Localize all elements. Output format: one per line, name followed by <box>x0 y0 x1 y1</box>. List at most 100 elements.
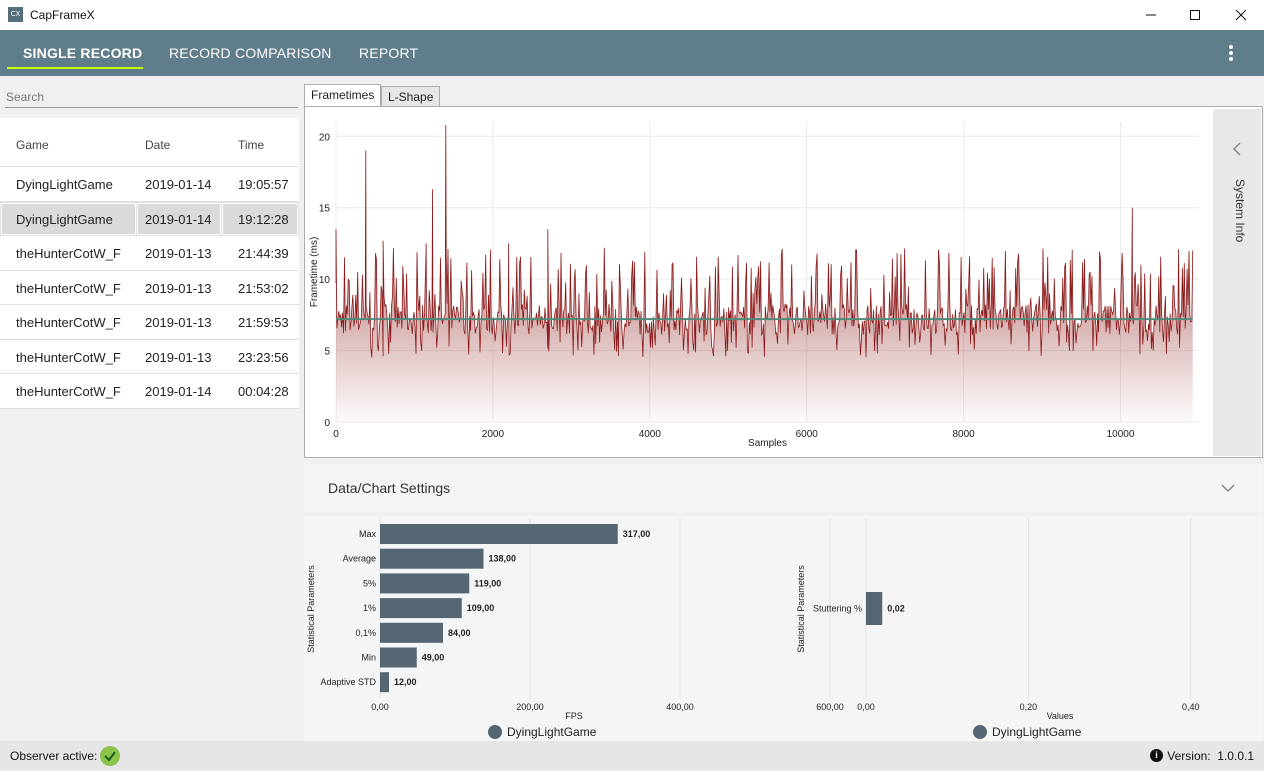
cell-game: theHunterCotW_F <box>16 280 121 296</box>
column-header-time[interactable]: Time <box>238 138 265 152</box>
main-nav: SINGLE RECORD RECORD COMPARISON REPORT <box>0 30 1264 76</box>
minimize-button[interactable] <box>1128 0 1174 30</box>
value-label: 138,00 <box>489 554 517 564</box>
y-axis-label: Frametime (ms) <box>309 237 320 308</box>
x-tick-label: 8000 <box>953 429 976 440</box>
search-input[interactable] <box>5 86 298 108</box>
stat1-x-axis-label: FPS <box>565 711 583 721</box>
chevron-down-icon[interactable] <box>1220 480 1236 496</box>
table-header: Game Date Time <box>0 118 299 167</box>
maximize-icon <box>1190 10 1200 20</box>
cell-time: 19:05:57 <box>238 177 289 192</box>
x-tick-label: 0,00 <box>857 702 875 712</box>
table-row[interactable]: theHunterCotW_F 2019-01-13 21:44:39 <box>0 236 299 271</box>
x-tick-label: 6000 <box>796 429 819 440</box>
x-tick-label: 400,00 <box>666 702 694 712</box>
y-tick-label: 10 <box>319 275 331 286</box>
column-header-date[interactable]: Date <box>145 138 171 152</box>
active-tab-indicator <box>7 67 143 69</box>
stat-bar <box>380 524 618 544</box>
frametime-chart: 0 2000 4000 6000 8000 10000 0 5 10 15 20 Samples F… <box>309 122 1199 449</box>
cell-time: 23:23:56 <box>238 349 289 365</box>
y-tick-label: 5 <box>324 347 330 358</box>
cell-game: theHunterCotW_F <box>16 384 121 399</box>
value-label: 49,00 <box>422 653 445 663</box>
x-tick-label: 10000 <box>1107 429 1135 440</box>
category-label: Average <box>343 554 376 564</box>
frametime-area <box>336 124 1193 423</box>
stat-bar <box>380 548 484 569</box>
info-icon[interactable]: i <box>1150 749 1163 762</box>
value-label: 317,00 <box>623 529 651 539</box>
x-tick-label: 200,00 <box>516 702 544 712</box>
stat-bar <box>866 592 883 625</box>
y-tick-label: 20 <box>319 132 331 143</box>
table-row[interactable]: theHunterCotW_F 2019-01-14 00:04:28 <box>0 374 299 409</box>
tab-report[interactable]: REPORT <box>359 45 419 61</box>
check-icon <box>100 746 120 766</box>
cell-time: 19:12:28 <box>238 211 289 227</box>
category-label: Min <box>361 653 376 663</box>
stat-bar <box>380 598 462 619</box>
window-title: CapFrameX <box>30 8 95 22</box>
cell-date: 2019-01-13 <box>145 315 212 330</box>
statistics-charts: 0,00 200,00 400,00 600,00 Max 317,00 Average 13… <box>306 518 1200 739</box>
legend-marker <box>488 725 502 739</box>
value-label: 0,02 <box>887 604 905 614</box>
table-row[interactable]: theHunterCotW_F 2019-01-13 23:23:56 <box>0 339 299 374</box>
chevron-left-icon[interactable] <box>1213 129 1261 169</box>
tab-frametimes[interactable]: Frametimes <box>304 84 382 107</box>
title-bar: CX CapFrameX <box>0 0 1264 30</box>
cell-game: theHunterCotW_F <box>16 349 121 365</box>
system-info-panel[interactable]: System Info <box>1213 109 1261 456</box>
category-label: 5% <box>363 578 376 588</box>
statistics-area: 0,00 200,00 400,00 600,00 Max 317,00 Average 13… <box>304 516 1263 741</box>
records-table: Game Date Time DyingLightGame 2019-01-14… <box>0 118 299 409</box>
category-label: Stuttering % <box>813 604 862 614</box>
data-chart-settings-header[interactable]: Data/Chart Settings <box>304 464 1263 512</box>
maximize-button[interactable] <box>1172 0 1218 30</box>
cell-time: 21:44:39 <box>238 246 289 261</box>
tab-record-comparison[interactable]: RECORD COMPARISON <box>169 45 332 61</box>
close-button[interactable] <box>1218 0 1264 30</box>
cell-date: 2019-01-14 <box>145 211 212 227</box>
y-tick-label: 15 <box>319 204 331 215</box>
x-tick-label: 2000 <box>482 429 505 440</box>
stat-bar <box>380 622 443 643</box>
tab-single-record[interactable]: SINGLE RECORD <box>23 45 143 61</box>
category-label: 1% <box>363 603 376 613</box>
stat2-y-axis-label: Statistical Parameters <box>796 565 806 653</box>
system-info-label: System Info <box>1233 179 1247 243</box>
x-tick-label: 0 <box>333 429 339 440</box>
cell-date: 2019-01-13 <box>145 280 212 296</box>
close-icon <box>1235 9 1247 21</box>
cell-time: 21:59:53 <box>238 315 289 330</box>
tab-l-shape[interactable]: L-Shape <box>381 86 441 107</box>
stat1-y-axis-label: Statistical Parameters <box>306 565 316 653</box>
settings-title: Data/Chart Settings <box>328 480 451 496</box>
table-row-selected[interactable]: DyingLightGame 2019-01-14 19:12:28 <box>0 201 299 236</box>
table-row[interactable]: theHunterCotW_F 2019-01-13 21:59:53 <box>0 305 299 340</box>
cell-date: 2019-01-13 <box>145 349 212 365</box>
value-label: 84,00 <box>448 628 471 638</box>
cell-date: 2019-01-14 <box>145 177 212 192</box>
stat1-legend-label: DyingLightGame <box>507 725 597 739</box>
more-options-icon[interactable] <box>1222 44 1240 62</box>
cell-time: 21:53:02 <box>238 280 289 296</box>
table-row[interactable]: theHunterCotW_F 2019-01-13 21:53:02 <box>0 270 299 305</box>
y-tick-label: 0 <box>324 418 330 429</box>
cell-game: theHunterCotW_F <box>16 246 121 261</box>
cell-date: 2019-01-13 <box>145 246 212 261</box>
app-logo-icon: CX <box>8 7 23 22</box>
x-tick-label: 0,40 <box>1182 702 1200 712</box>
column-header-game[interactable]: Game <box>16 138 49 152</box>
value-label: 119,00 <box>474 578 501 588</box>
category-label: 0,1% <box>355 628 376 638</box>
table-row[interactable]: DyingLightGame 2019-01-14 19:05:57 <box>0 167 299 202</box>
x-tick-label: 0,00 <box>371 702 389 712</box>
cell-game: DyingLightGame <box>16 211 113 227</box>
cell-game: DyingLightGame <box>16 177 113 192</box>
x-tick-label: 4000 <box>639 429 662 440</box>
stat2-legend-label: DyingLightGame <box>992 725 1082 739</box>
stat2-x-axis-label: Values <box>1047 711 1074 721</box>
